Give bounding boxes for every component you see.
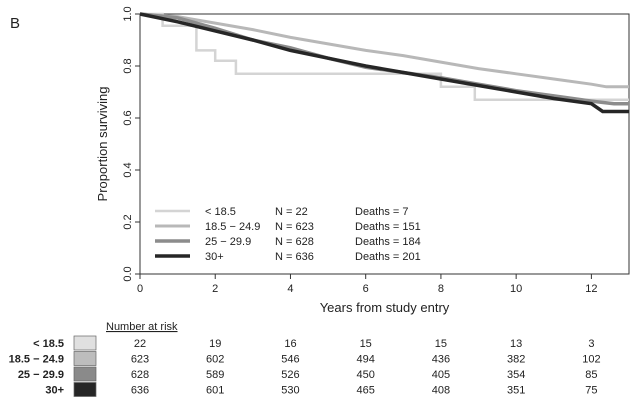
x-tick-label: 6: [363, 283, 369, 295]
risk-cell: 75: [585, 385, 597, 397]
risk-cell: 16: [284, 338, 296, 350]
risk-row-swatch: [73, 382, 97, 397]
x-tick-label: 12: [585, 283, 597, 295]
risk-cell: 22: [134, 338, 146, 350]
legend-series-name: < 18.5: [205, 206, 236, 218]
risk-cell: 382: [507, 354, 525, 366]
series-layer: [139, 12, 629, 114]
x-tick-label: 0: [137, 283, 143, 295]
y-tick-label: 0.4: [122, 162, 134, 177]
legend-deaths-label: Deaths = 201: [355, 251, 421, 263]
x-tick-label: 8: [438, 283, 444, 295]
risk-table-rows: < 18.5 22 19 16 15 15 13 3 18.5 − 24.9 623 602 546 4…: [9, 335, 601, 397]
x-axis-label: Years from study entry: [320, 300, 450, 315]
legend-n-label: N = 628: [275, 236, 314, 248]
risk-cell: 601: [206, 385, 224, 397]
series-line-1: [139, 12, 629, 89]
risk-cell: 351: [507, 385, 525, 397]
legend-n-label: N = 623: [275, 221, 314, 233]
risk-cell: 85: [585, 369, 597, 381]
y-tick-label: 0.0: [122, 266, 134, 281]
risk-cell: 408: [432, 385, 450, 397]
risk-cell: 628: [131, 369, 149, 381]
x-tick-label: 4: [287, 283, 293, 295]
legend-n-label: N = 636: [275, 251, 314, 263]
legend: < 18.5 N = 22 Deaths = 7 18.5 − 24.9 N = 623…: [155, 206, 421, 263]
risk-row-label: 18.5 − 24.9: [9, 354, 64, 366]
risk-cell: 530: [281, 385, 299, 397]
risk-cell: 494: [357, 354, 375, 366]
risk-cell: 546: [281, 354, 299, 366]
risk-cell: 354: [507, 369, 525, 381]
risk-cell: 450: [357, 369, 375, 381]
series-line-3: [139, 12, 629, 114]
x-axis: 0 2 4 6 8 10 12: [137, 274, 598, 295]
y-axis-label: Proportion surviving: [95, 87, 110, 202]
y-tick-label: 0.2: [122, 214, 134, 229]
legend-series-name: 18.5 − 24.9: [205, 221, 260, 233]
y-tick-label: 0.6: [122, 110, 134, 125]
risk-row-swatch: [73, 351, 97, 366]
risk-cell: 589: [206, 369, 224, 381]
y-axis: 0.0 0.2 0.4 0.6 0.8 1.0: [122, 6, 140, 282]
risk-cell: 623: [131, 354, 149, 366]
panel-label: B: [10, 15, 20, 32]
risk-table-header: Number at risk: [106, 321, 178, 333]
legend-deaths-label: Deaths = 151: [355, 221, 421, 233]
legend-series-name: 30+: [205, 251, 224, 263]
risk-cell: 465: [357, 385, 375, 397]
x-tick-label: 2: [212, 283, 218, 295]
risk-row-swatch: [73, 335, 97, 351]
risk-table: Number at risk < 18.5 22 19 16 15 15 13 3 18.5 −…: [9, 321, 601, 397]
risk-cell: 15: [435, 338, 447, 350]
risk-cell: 102: [582, 354, 600, 366]
risk-cell: 526: [281, 369, 299, 381]
risk-cell: 19: [209, 338, 221, 350]
series-line-0: [140, 12, 629, 102]
legend-n-label: N = 22: [275, 206, 308, 218]
risk-row-label: 25 − 29.9: [18, 369, 64, 381]
risk-row-label: 30+: [45, 385, 64, 397]
plot-area: 0 2 4 6 8 10 12 0.0 0.2 0.4 0.6 0.8 1.0 Years from …: [95, 6, 630, 315]
risk-cell: 405: [432, 369, 450, 381]
x-tick-label: 10: [510, 283, 522, 295]
series-line-2: [139, 12, 629, 106]
legend-series-name: 25 − 29.9: [205, 236, 251, 248]
y-tick-label: 0.8: [122, 58, 134, 73]
risk-cell: 3: [588, 338, 594, 350]
y-tick-label: 1.0: [122, 6, 134, 21]
risk-cell: 636: [131, 385, 149, 397]
legend-deaths-label: Deaths = 7: [355, 206, 409, 218]
risk-row-label: < 18.5: [33, 338, 64, 350]
risk-cell: 436: [432, 354, 450, 366]
risk-row-swatch: [73, 366, 97, 382]
risk-cell: 15: [360, 338, 372, 350]
plot-frame: [139, 13, 630, 275]
risk-cell: 602: [206, 354, 224, 366]
legend-deaths-label: Deaths = 184: [355, 236, 421, 248]
risk-cell: 13: [510, 338, 522, 350]
